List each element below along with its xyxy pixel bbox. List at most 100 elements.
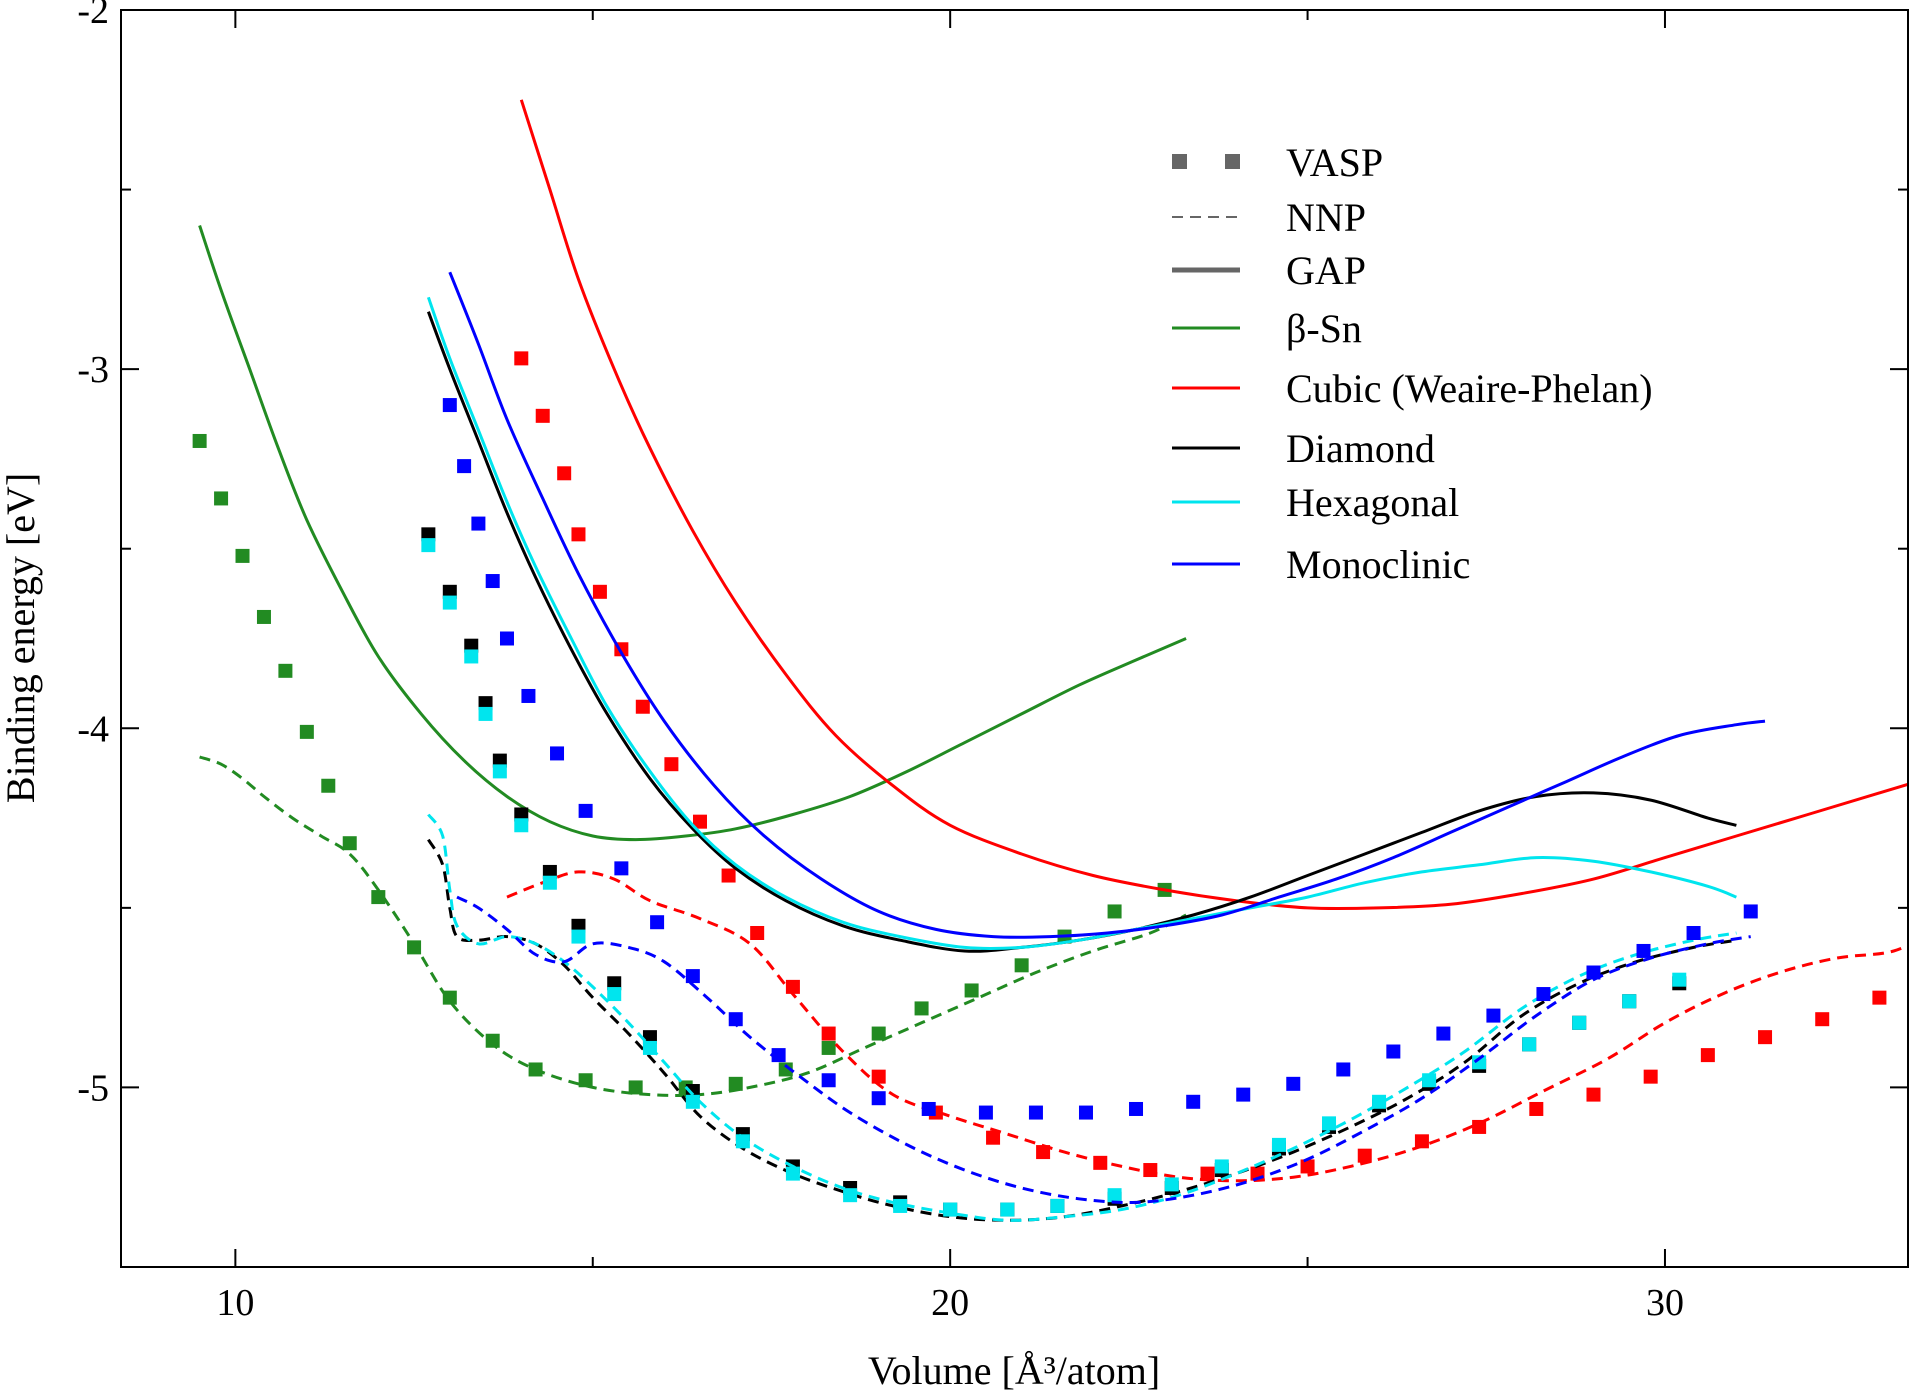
vasp-point-cubic-weaire-phelan <box>1143 1163 1158 1178</box>
legend-label: NNP <box>1286 195 1366 240</box>
vasp-point-diamond <box>492 753 507 768</box>
vasp-point-sn <box>1014 958 1029 973</box>
vasp-point-sn <box>256 609 271 624</box>
vasp-point-sn <box>914 1001 929 1016</box>
vasp-point-hexagonal <box>943 1202 958 1217</box>
vasp-point-hexagonal <box>1000 1202 1015 1217</box>
vasp-point-diamond <box>542 864 557 879</box>
vasp-point-cubic-weaire-phelan <box>692 814 707 829</box>
vasp-point-cubic-weaire-phelan <box>1529 1101 1544 1116</box>
nnp-line-diamond <box>427 838 1737 1222</box>
vasp-point-monoclinic <box>457 459 472 474</box>
vasp-point-cubic-weaire-phelan <box>1700 1048 1715 1063</box>
vasp-point-hexagonal <box>1050 1198 1065 1213</box>
legend-item-vasp: VASP <box>1172 140 1383 185</box>
vasp-point-monoclinic <box>1129 1101 1144 1116</box>
vasp-point-hexagonal <box>1672 972 1687 987</box>
legend-item-gap: GAP <box>1172 248 1366 293</box>
vasp-point-diamond <box>685 1084 700 1099</box>
series-hexagonal <box>421 296 1737 1222</box>
vasp-point-sn <box>778 1062 793 1077</box>
vasp-point-diamond <box>442 584 457 599</box>
vasp-point-monoclinic <box>1078 1105 1093 1120</box>
vasp-point-cubic-weaire-phelan <box>1815 1012 1830 1027</box>
vasp-point-hexagonal <box>1622 994 1637 1009</box>
vasp-point-monoclinic <box>521 688 536 703</box>
vasp-point-monoclinic <box>499 631 514 646</box>
vasp-point-monoclinic <box>1336 1062 1351 1077</box>
vasp-point-hexagonal <box>843 1188 858 1203</box>
vasp-point-hexagonal <box>685 1094 700 1109</box>
vasp-point-cubic-weaire-phelan <box>871 1069 886 1084</box>
gap-line-diamond <box>426 311 1737 953</box>
vasp-point-hexagonal <box>571 929 586 944</box>
vasp-point-sn <box>1107 904 1122 919</box>
legend-swatch-square <box>1225 154 1240 169</box>
vasp-point-hexagonal <box>542 875 557 890</box>
vasp-point-cubic-weaire-phelan <box>1357 1148 1372 1163</box>
vasp-point-monoclinic <box>1386 1044 1401 1059</box>
nnp-line-monoclinic <box>456 895 1751 1205</box>
vasp-point-diamond <box>421 527 436 542</box>
legend-item-hexagonal: Hexagonal <box>1172 480 1459 525</box>
nnp-line-sn <box>199 755 1187 1097</box>
legend-item-sn: β-Sn <box>1172 306 1362 351</box>
gap-line-sn <box>198 225 1187 842</box>
legend-label: Cubic (Weaire-Phelan) <box>1286 366 1653 411</box>
x-tick-label: 10 <box>216 1282 254 1324</box>
vasp-point-monoclinic <box>821 1073 836 1088</box>
vasp-point-monoclinic <box>1536 987 1551 1002</box>
legend-label: β-Sn <box>1286 306 1362 351</box>
vasp-point-hexagonal <box>442 595 457 610</box>
vasp-point-sn <box>728 1076 743 1091</box>
series-sn <box>192 225 1187 1097</box>
vasp-point-hexagonal <box>1107 1188 1122 1203</box>
vasp-point-sn <box>214 491 229 506</box>
vasp-point-hexagonal <box>421 538 436 553</box>
legend: VASP NNP GAP β-Sn Cubic (Weaire-Phelan) Diamo… <box>1172 140 1653 587</box>
vasp-point-cubic-weaire-phelan <box>514 351 529 366</box>
vasp-point-cubic-weaire-phelan <box>571 527 586 542</box>
series-layer <box>192 99 1908 1222</box>
legend-item-nnp: NNP <box>1172 195 1366 240</box>
legend-item-monoclinic: Monoclinic <box>1172 542 1470 587</box>
y-tick-label: -3 <box>77 349 109 391</box>
vasp-point-hexagonal <box>1372 1094 1387 1109</box>
vasp-point-monoclinic <box>1236 1087 1251 1102</box>
vasp-point-hexagonal <box>1271 1137 1286 1152</box>
vasp-point-hexagonal <box>785 1166 800 1181</box>
y-tick-label: -2 <box>77 0 109 32</box>
legend-label: Monoclinic <box>1286 542 1470 587</box>
legend-label: Diamond <box>1286 426 1435 471</box>
axes-layer: 10 20 30 -2 -3 -4 -5 <box>77 0 1908 1324</box>
vasp-point-hexagonal <box>1214 1159 1229 1174</box>
vasp-point-monoclinic <box>728 1012 743 1027</box>
vasp-point-monoclinic <box>614 861 629 876</box>
vasp-point-sn <box>192 433 207 448</box>
vasp-point-cubic-weaire-phelan <box>1586 1087 1601 1102</box>
vasp-point-cubic-weaire-phelan <box>1093 1155 1108 1170</box>
series-cubic-weaire-phelan <box>506 99 1908 1183</box>
x-tick-label: 20 <box>931 1282 969 1324</box>
vasp-point-monoclinic <box>650 915 665 930</box>
vasp-point-cubic-weaire-phelan <box>721 868 736 883</box>
legend-item-diamond: Diamond <box>1172 426 1435 471</box>
vasp-point-diamond <box>478 696 493 711</box>
vasp-point-hexagonal <box>642 1040 657 1055</box>
vasp-point-sn <box>528 1062 543 1077</box>
vasp-point-monoclinic <box>771 1048 786 1063</box>
gap-line-hexagonal <box>426 296 1737 951</box>
gap-line-cubic-weaire-phelan <box>519 99 1908 911</box>
vasp-point-cubic-weaire-phelan <box>1872 990 1887 1005</box>
vasp-point-monoclinic <box>1436 1026 1451 1041</box>
vasp-point-monoclinic <box>1636 943 1651 958</box>
vasp-point-cubic-weaire-phelan <box>750 925 765 940</box>
vasp-point-cubic-weaire-phelan <box>821 1026 836 1041</box>
vasp-point-hexagonal <box>735 1134 750 1149</box>
vasp-point-hexagonal <box>893 1198 908 1213</box>
y-tick-label: -5 <box>77 1067 109 1109</box>
x-axis-title: Volume [Å³/atom] <box>868 1348 1160 1392</box>
vasp-point-sn <box>442 990 457 1005</box>
vasp-point-hexagonal <box>464 649 479 664</box>
